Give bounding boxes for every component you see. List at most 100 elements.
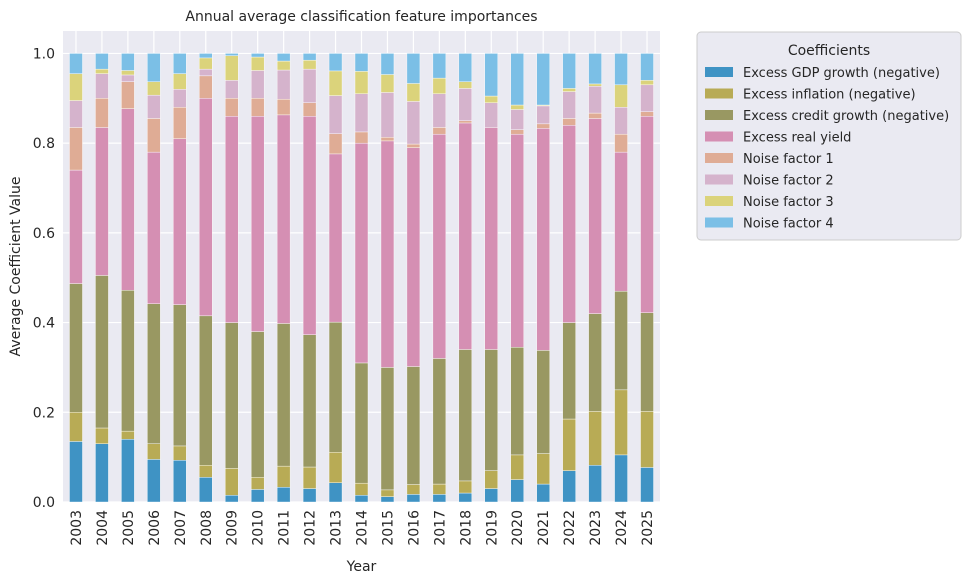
bar-segment [276,465,291,488]
bar-segment [302,53,317,61]
chart-title: Annual average classification feature im… [185,9,537,25]
bar-segment [640,84,654,112]
x-tick-label: 2010 [251,510,267,546]
legend-swatch [705,67,733,77]
x-tick-label: 2019 [484,510,500,546]
bar-segment [225,80,239,99]
bar-segment [276,60,291,71]
x-tick-label: 2021 [536,510,552,546]
bar-segment [225,55,239,81]
x-tick-label: 2004 [95,510,111,546]
bar-segment [510,479,524,503]
x-tick-label: 2006 [147,510,163,546]
bar-segment [484,349,498,471]
bar-segment [562,53,576,89]
bar-segment [510,347,524,456]
bar-segment [302,334,317,468]
bar-segment [562,88,576,92]
bar-segment [147,151,161,304]
legend-entry: Noise factor 3 [743,195,834,210]
x-tick-label: 2013 [329,510,345,546]
y-tick-label: 0.6 [33,226,55,242]
bar-segment [173,460,187,503]
x-tick-label: 2020 [510,510,526,546]
bar-segment [199,68,213,77]
x-tick-label: 2016 [406,510,422,546]
bar-segment [225,98,239,117]
bar-segment [276,98,291,116]
bar-segment [354,53,369,72]
legend-entry: Noise factor 1 [743,152,834,167]
legend-entry: Noise factor 4 [743,217,834,232]
bar-segment [484,102,498,128]
bar-segment [536,350,550,454]
bar-segment [380,74,395,93]
bar-segment [536,105,550,125]
bar-segment [406,101,421,145]
bar-segment [121,439,135,503]
x-tick-label: 2014 [355,510,371,546]
x-tick-label: 2003 [69,510,85,546]
bar-segment [458,349,473,482]
bar-segment [510,133,524,348]
bar-segment [432,483,447,495]
bar-segment [588,313,602,412]
bar-segment [536,483,550,503]
bar-segment [250,477,265,490]
bar-segment [640,116,654,313]
bar-segment [510,53,524,106]
bar-segment [380,367,395,491]
bar-segment [173,107,187,139]
bar-segment [95,275,109,429]
bar-segment [95,53,109,70]
y-tick-label: 1.0 [33,46,55,62]
bar-segment [354,71,369,95]
bar-segment [250,489,265,503]
x-tick-label: 2017 [432,510,448,546]
bar-segment [173,445,187,461]
bar-segment [380,496,395,503]
bar-segment [562,322,576,420]
bar-segment [406,147,421,367]
bar-segment [484,488,498,503]
legend-title: Coefficients [788,43,870,59]
legend-swatch [705,153,733,163]
bar-segment [536,128,550,351]
bar-segment [354,131,369,144]
x-tick-label: 2008 [199,510,215,546]
bar-segment [380,140,395,368]
legend: Coefficients Excess GDP growth (negative… [696,31,962,241]
bar-segment [121,53,135,71]
legend-entry: Excess real yield [743,131,851,146]
bar-segment [69,412,83,442]
bar-segment [588,465,602,503]
legend-swatch [705,131,733,142]
bar-segment [147,53,161,82]
bar-segment [458,120,473,124]
bar-segment [69,73,83,101]
bar-segment [354,142,369,364]
bar-segment [588,112,602,119]
bar-segment [328,153,343,323]
bar-segment [562,91,576,119]
bar-segment [354,482,369,496]
bar-segment [147,303,161,444]
bar-segment [588,53,602,85]
x-tick-label: 2023 [588,510,604,546]
bar-segment [380,92,395,138]
bar-segment [302,59,317,70]
y-axis-title: Average Coefficient Value [8,177,24,357]
bar-segment [458,88,473,121]
bar-segment [121,108,135,291]
legend-swatch [705,174,733,185]
bar-segment [432,133,447,359]
bar-segment [354,362,369,484]
bar-segment [121,290,135,432]
bar-segment [250,56,265,71]
bar-segment [225,468,239,496]
legend-entry: Excess inflation (negative) [743,88,916,103]
legend-items: Excess GDP growth (negative) Excess infla… [705,66,949,232]
bar-segment [276,114,291,324]
bar-segment [121,430,135,440]
bar-segment [484,53,498,97]
